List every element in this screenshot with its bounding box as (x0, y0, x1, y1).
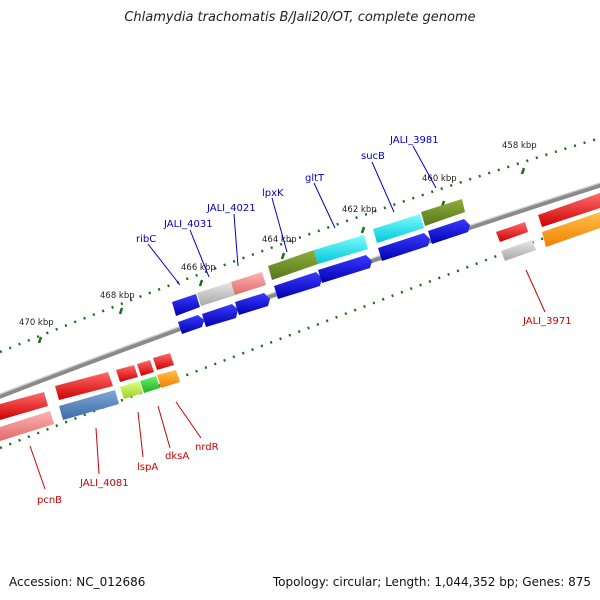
cds-arrow (178, 315, 204, 334)
label-lpxK: lpxK (262, 188, 284, 199)
genome-summary-text: Topology: circular; Length: 1,044,352 bp… (272, 575, 591, 589)
gene-labels-top: ribC JALI_4031 JALI_4021 lpxK gltT sucB … (136, 135, 439, 245)
gene-red-right (496, 222, 528, 242)
map-title: Chlamydia trachomatis B/Jali20/OT, compl… (124, 10, 476, 25)
label-lspA: lspA (137, 462, 158, 473)
gene-JALI_3981[interactable] (421, 199, 465, 226)
label-JALI_4021: JALI_4021 (206, 203, 256, 214)
cds-arrow (378, 233, 430, 261)
cds-arrow (274, 272, 322, 299)
accession-text: Accession: NC_012686 (9, 575, 146, 589)
gene-block-upper (172, 199, 470, 334)
major-ticks (37, 167, 526, 344)
gene-sucB[interactable] (373, 214, 424, 243)
gene-ribC[interactable] (172, 294, 200, 316)
gene-pcnB[interactable] (0, 411, 54, 441)
gene-red-far-right (538, 193, 600, 227)
label-JALI_4031: JALI_4031 (163, 219, 213, 230)
tick-label-470: 470 kbp (19, 318, 54, 328)
gene-red-small-2 (137, 360, 154, 376)
gene-lpxK[interactable] (268, 250, 318, 280)
tick-labels: 458 kbp 460 kbp 462 kbp 464 kbp 466 kbp … (19, 141, 537, 328)
tick-label-466: 466 kbp (181, 263, 216, 273)
cds-arrow (235, 293, 270, 315)
leader-lines-top (147, 145, 437, 286)
gene-orange-far-right (542, 212, 600, 247)
cds-arrow (428, 219, 470, 244)
gene-gltT[interactable] (314, 235, 368, 264)
label-JALI_3981: JALI_3981 (389, 135, 439, 146)
leader-lines-bottom (29, 269, 546, 490)
gene-dksA[interactable] (140, 376, 160, 393)
gene-JALI_4081[interactable] (59, 390, 119, 420)
gene-red-left (0, 392, 48, 420)
label-JALI_3971: JALI_3971 (522, 316, 572, 327)
label-JALI_4081: JALI_4081 (79, 478, 129, 489)
scale-arc-inner (0, 215, 600, 450)
label-dksA: dksA (165, 451, 189, 462)
gene-nrdR[interactable] (157, 370, 180, 388)
gene-labels-bottom: pcnB JALI_4081 lspA dksA nrdR JALI_3971 (37, 316, 572, 506)
gene-red-small-3 (153, 353, 174, 370)
gene-red-small-1 (116, 365, 138, 382)
gene-block-right (496, 193, 600, 261)
label-gltT: gltT (305, 173, 325, 184)
gene-lspA[interactable] (120, 381, 143, 399)
gene-red-mid (55, 372, 113, 400)
label-sucB: sucB (361, 151, 385, 162)
tick-label-464: 464 kbp (262, 235, 297, 245)
scale-arc-outer (0, 136, 600, 354)
gene-JALI_3971[interactable] (501, 240, 536, 261)
cds-arrow (318, 255, 372, 283)
gene-JALI_4031[interactable] (197, 282, 236, 306)
gene-JALI_4021[interactable] (231, 272, 266, 295)
gene-block-lower (0, 353, 180, 441)
cds-arrow (202, 304, 238, 327)
label-ribC: ribC (136, 234, 156, 245)
label-pcnB: pcnB (37, 495, 62, 506)
tick-label-462: 462 kbp (342, 205, 377, 215)
tick-label-460: 460 kbp (422, 174, 457, 184)
label-nrdR: nrdR (195, 442, 219, 453)
tick-label-458: 458 kbp (502, 141, 537, 151)
tick-label-468: 468 kbp (100, 291, 135, 301)
